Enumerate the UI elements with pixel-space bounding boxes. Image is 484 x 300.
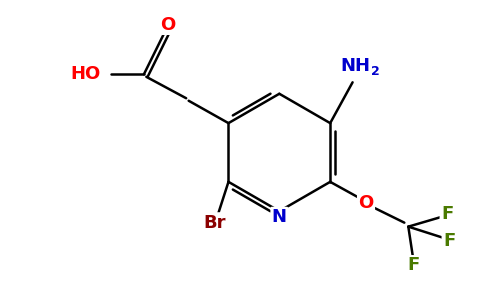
Text: HO: HO [70,65,101,83]
Text: O: O [358,194,374,212]
Text: O: O [160,16,175,34]
Text: 2: 2 [372,65,380,78]
Text: F: F [441,205,454,223]
Text: F: F [407,256,420,274]
Text: NH: NH [340,57,370,75]
Text: N: N [272,208,287,226]
Text: F: F [443,232,455,250]
Text: Br: Br [203,214,226,232]
